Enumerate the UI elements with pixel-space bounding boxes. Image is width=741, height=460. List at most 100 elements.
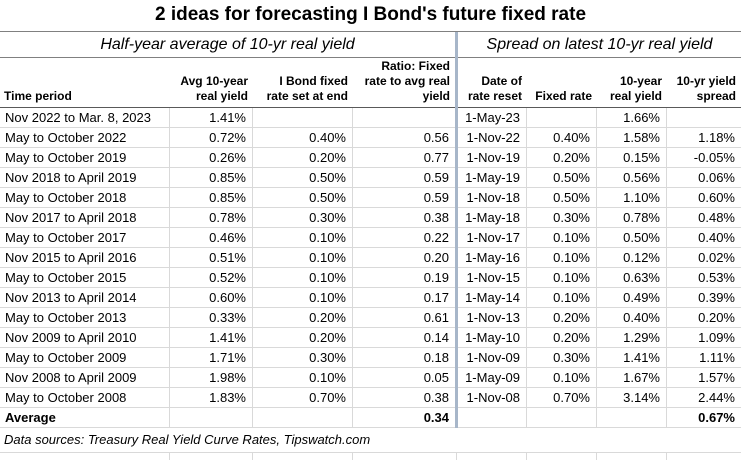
cell-fixed-rate-set bbox=[253, 108, 353, 127]
cell-fixed-rate: 0.10% bbox=[527, 268, 597, 287]
table-row: Nov 2018 to April 2019 0.85% 0.50% 0.59 … bbox=[0, 168, 741, 188]
cell-time-period: May to October 2008 bbox=[0, 388, 170, 407]
column-header-yield-spread: 10-yr yield spread bbox=[676, 74, 736, 103]
cell-fixed-rate-set: 0.10% bbox=[253, 248, 353, 267]
cell-10yr-real-yield: 1.10% bbox=[597, 188, 667, 207]
cell-fixed-rate-set: 0.10% bbox=[253, 368, 353, 387]
cell-ratio: 0.59 bbox=[423, 170, 449, 185]
cell-reset-date: 1-Nov-09 bbox=[458, 348, 527, 367]
table-body: Nov 2022 to Mar. 8, 2023 1.41% 1-May-23 … bbox=[0, 108, 741, 408]
cell-reset-date: 1-May-09 bbox=[458, 368, 527, 387]
cell-reset-date: 1-Nov-15 bbox=[458, 268, 527, 287]
table-row: May to October 2008 1.83% 0.70% 0.38 1-N… bbox=[0, 388, 741, 408]
cell-fixed-rate bbox=[527, 108, 597, 127]
cell-time-period: Nov 2022 to Mar. 8, 2023 bbox=[0, 108, 170, 127]
table-row: May to October 2018 0.85% 0.50% 0.59 1-N… bbox=[0, 188, 741, 208]
column-header-time-period: Time period bbox=[4, 89, 72, 103]
cell-ratio: 0.38 bbox=[423, 210, 449, 225]
cell-fixed-rate-set: 0.20% bbox=[253, 148, 353, 167]
cell-fixed-rate: 0.40% bbox=[527, 128, 597, 147]
bottom-gridline-stubs bbox=[0, 453, 741, 460]
cell-avg-real-yield: 0.26% bbox=[170, 148, 253, 167]
cell-ratio bbox=[353, 108, 455, 127]
average-empty-cell bbox=[253, 408, 353, 427]
section-subtitle-row: Half-year average of 10-yr real yield Sp… bbox=[0, 32, 741, 58]
cell-avg-real-yield: 0.46% bbox=[170, 228, 253, 247]
cell-fixed-rate: 0.20% bbox=[527, 308, 597, 327]
cell-fixed-rate-set: 0.30% bbox=[253, 348, 353, 367]
cell-yield-spread: 0.48% bbox=[698, 210, 735, 225]
column-header-fixed-rate-set: I Bond fixed rate set at end bbox=[266, 74, 348, 103]
cell-fixed-rate: 0.30% bbox=[527, 348, 597, 367]
cell-time-period: Nov 2018 to April 2019 bbox=[0, 168, 170, 187]
cell-fixed-rate: 0.10% bbox=[527, 248, 597, 267]
gridline-stub bbox=[526, 453, 527, 460]
cell-fixed-rate-set: 0.50% bbox=[253, 188, 353, 207]
column-header-avg-real-yield: Avg 10-year real yield bbox=[180, 74, 248, 103]
cell-yield-spread: 0.53% bbox=[698, 270, 735, 285]
cell-fixed-rate-set: 0.40% bbox=[253, 128, 353, 147]
cell-fixed-rate-set: 0.20% bbox=[253, 308, 353, 327]
table-row: Nov 2009 to April 2010 1.41% 0.20% 0.14 … bbox=[0, 328, 741, 348]
cell-avg-real-yield: 0.72% bbox=[170, 128, 253, 147]
cell-fixed-rate-set: 0.10% bbox=[253, 268, 353, 287]
gridline-stub bbox=[352, 453, 353, 460]
gridline-stub bbox=[169, 453, 170, 460]
gridline-stub bbox=[596, 453, 597, 460]
cell-yield-spread: 1.18% bbox=[698, 130, 735, 145]
column-header-ratio: Ratio: Fixed rate to avg real yield bbox=[364, 59, 450, 103]
cell-fixed-rate-set: 0.70% bbox=[253, 388, 353, 407]
gridline-stub bbox=[456, 453, 457, 460]
cell-avg-real-yield: 0.85% bbox=[170, 168, 253, 187]
table-row: May to October 2013 0.33% 0.20% 0.61 1-N… bbox=[0, 308, 741, 328]
cell-10yr-real-yield: 0.12% bbox=[597, 248, 667, 267]
section-subtitle-left: Half-year average of 10-yr real yield bbox=[100, 36, 355, 53]
cell-avg-real-yield: 1.98% bbox=[170, 368, 253, 387]
average-ratio-value: 0.34 bbox=[423, 410, 449, 425]
cell-ratio: 0.05 bbox=[423, 370, 449, 385]
cell-fixed-rate-set: 0.10% bbox=[253, 288, 353, 307]
page-title: 2 ideas for forecasting I Bond's future … bbox=[0, 0, 741, 32]
cell-yield-spread bbox=[667, 108, 741, 127]
cell-fixed-rate: 0.20% bbox=[527, 328, 597, 347]
cell-yield-spread: 1.57% bbox=[698, 370, 735, 385]
cell-10yr-real-yield: 1.67% bbox=[597, 368, 667, 387]
cell-avg-real-yield: 1.83% bbox=[170, 388, 253, 407]
table-row: Nov 2015 to April 2016 0.51% 0.10% 0.20 … bbox=[0, 248, 741, 268]
cell-fixed-rate: 0.30% bbox=[527, 208, 597, 227]
cell-ratio: 0.77 bbox=[423, 150, 449, 165]
table-row: Nov 2022 to Mar. 8, 2023 1.41% 1-May-23 … bbox=[0, 108, 741, 128]
cell-fixed-rate-set: 0.30% bbox=[253, 208, 353, 227]
section-divider bbox=[455, 32, 458, 428]
cell-yield-spread: 0.02% bbox=[698, 250, 735, 265]
table-row: Nov 2013 to April 2014 0.60% 0.10% 0.17 … bbox=[0, 288, 741, 308]
column-header-reset-date: Date of rate reset bbox=[467, 74, 522, 103]
cell-reset-date: 1-May-19 bbox=[458, 168, 527, 187]
cell-ratio: 0.14 bbox=[423, 330, 449, 345]
cell-10yr-real-yield: 1.58% bbox=[597, 128, 667, 147]
cell-yield-spread: 0.39% bbox=[698, 290, 735, 305]
cell-time-period: May to October 2017 bbox=[0, 228, 170, 247]
cell-reset-date: 1-May-10 bbox=[458, 328, 527, 347]
cell-yield-spread: 2.44% bbox=[698, 390, 735, 405]
table-row: May to October 2022 0.72% 0.40% 0.56 1-N… bbox=[0, 128, 741, 148]
cell-time-period: May to October 2018 bbox=[0, 188, 170, 207]
cell-time-period: May to October 2013 bbox=[0, 308, 170, 327]
cell-ratio: 0.18 bbox=[423, 350, 449, 365]
cell-time-period: Nov 2013 to April 2014 bbox=[0, 288, 170, 307]
cell-avg-real-yield: 1.71% bbox=[170, 348, 253, 367]
cell-reset-date: 1-Nov-18 bbox=[458, 188, 527, 207]
cell-reset-date: 1-Nov-08 bbox=[458, 388, 527, 407]
cell-time-period: May to October 2019 bbox=[0, 148, 170, 167]
average-empty-cell bbox=[527, 408, 597, 427]
cell-10yr-real-yield: 0.15% bbox=[597, 148, 667, 167]
cell-ratio: 0.61 bbox=[423, 310, 449, 325]
cell-time-period: May to October 2009 bbox=[0, 348, 170, 367]
cell-ratio: 0.20 bbox=[423, 250, 449, 265]
cell-10yr-real-yield: 0.56% bbox=[597, 168, 667, 187]
cell-avg-real-yield: 0.51% bbox=[170, 248, 253, 267]
table-row: May to October 2019 0.26% 0.20% 0.77 1-N… bbox=[0, 148, 741, 168]
table-row: May to October 2017 0.46% 0.10% 0.22 1-N… bbox=[0, 228, 741, 248]
cell-fixed-rate: 0.10% bbox=[527, 368, 597, 387]
